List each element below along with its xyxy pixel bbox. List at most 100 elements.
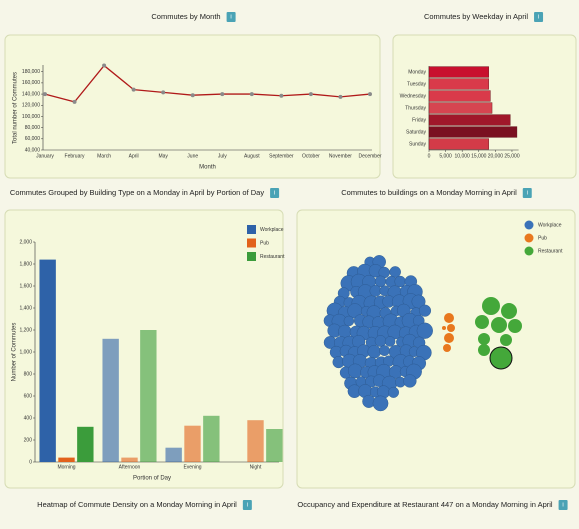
legend-label: Workplace: [260, 227, 284, 233]
bar: [184, 425, 201, 462]
point: [102, 63, 107, 68]
x-tick-label: 5,000: [439, 153, 452, 159]
bar: [247, 420, 264, 462]
legend-label: Restaurant: [260, 254, 285, 260]
info-button[interactable]: [558, 500, 568, 510]
y-axis-title: Number of Commutes: [12, 323, 18, 382]
y-tick-label: 200: [24, 437, 33, 443]
bar: [121, 457, 138, 462]
section-title: Commutes Grouped by Building Type on a M…: [10, 188, 264, 197]
bar: [428, 114, 511, 126]
y-tick-label: 600: [24, 393, 33, 399]
bubble: [500, 334, 512, 346]
bubble: [389, 266, 401, 278]
section-title: Commutes to buildings on a Monday Mornin…: [341, 188, 517, 197]
bar: [140, 330, 157, 462]
point: [43, 92, 47, 97]
info-button[interactable]: [242, 500, 252, 510]
legend-label: Workplace: [538, 222, 562, 228]
bubble: [374, 335, 387, 347]
y-tick-label: 1,200: [19, 327, 32, 333]
y-axis-title: Total number of Commutes: [13, 72, 19, 144]
bubble: [442, 326, 446, 330]
legend-swatch: [524, 233, 534, 243]
info-button[interactable]: [522, 188, 532, 198]
bubble: [372, 395, 389, 412]
y-tick-label: 160,000: [22, 80, 40, 86]
x-tick-label: December: [358, 153, 381, 159]
x-tick-label: February: [65, 153, 86, 159]
bubble: [482, 297, 500, 315]
y-tick-label: Monday: [408, 69, 426, 75]
bubble: [444, 333, 454, 343]
x-tick-label: August: [244, 153, 260, 159]
bar: [428, 102, 493, 114]
info-button-label: i: [527, 191, 528, 197]
info-button[interactable]: [270, 188, 280, 198]
bubble: [343, 315, 355, 327]
point: [338, 94, 343, 99]
x-tick-label: Evening: [183, 464, 201, 470]
y-tick-label: 0: [29, 459, 32, 465]
legend-swatch: [524, 246, 534, 256]
legend-swatch: [524, 220, 534, 230]
section-title: Occupancy and Expenditure at Restaurant …: [297, 500, 552, 509]
x-tick-label: January: [36, 153, 54, 159]
point: [279, 93, 284, 98]
bubble: [388, 386, 400, 398]
x-tick-label: April: [129, 153, 139, 159]
y-tick-label: 2,000: [19, 239, 32, 245]
x-tick-label: 20,000: [488, 153, 504, 159]
bubble: [367, 344, 381, 359]
bar: [428, 66, 489, 78]
x-tick-label: September: [269, 153, 294, 159]
bar: [39, 259, 56, 462]
y-tick-label: 60,000: [25, 136, 41, 142]
bubble: [478, 333, 490, 345]
y-tick-label: Sunday: [409, 141, 426, 147]
bar: [203, 415, 220, 462]
y-tick-label: 180,000: [22, 69, 40, 75]
bubble: [444, 313, 454, 323]
bar: [58, 457, 75, 462]
info-button-label: i: [230, 15, 231, 21]
bubble: [501, 303, 517, 319]
bar: [428, 138, 489, 150]
x-tick-label: March: [97, 153, 111, 159]
legend-label: Pub: [538, 235, 547, 241]
bubble: [447, 324, 455, 332]
x-axis-title: Month: [199, 165, 216, 171]
bar: [428, 78, 489, 90]
bubble: [418, 304, 432, 317]
bubble: [443, 344, 451, 352]
bar: [165, 447, 182, 462]
section-title: Commutes by Month: [151, 12, 220, 21]
x-axis-title: Portion of Day: [133, 476, 171, 482]
info-button[interactable]: [534, 12, 544, 22]
bubble: [384, 336, 396, 347]
bar: [102, 338, 119, 462]
bubble: [478, 344, 490, 356]
point: [131, 87, 136, 92]
y-tick-label: 140,000: [22, 91, 40, 97]
line: [44, 64, 371, 103]
x-tick-label: May: [158, 153, 168, 159]
bar: [266, 429, 283, 462]
bubble: [508, 319, 522, 333]
x-tick-label: 15,000: [471, 153, 487, 159]
x-tick-label: Afternoon: [119, 464, 141, 470]
x-tick-label: 0: [428, 153, 431, 159]
x-tick-label: November: [329, 153, 352, 159]
y-tick-label: 1,000: [19, 349, 32, 355]
section-title: Heatmap of Commute Density on a Monday M…: [37, 500, 237, 509]
panel: [4, 34, 381, 179]
y-tick-label: 80,000: [25, 125, 41, 131]
y-tick-label: 1,600: [19, 283, 32, 289]
bubble: [491, 317, 507, 333]
info-button[interactable]: [226, 12, 236, 22]
bubble: [489, 346, 513, 370]
x-tick-label: October: [302, 153, 320, 159]
y-tick-label: 1,800: [19, 261, 32, 267]
